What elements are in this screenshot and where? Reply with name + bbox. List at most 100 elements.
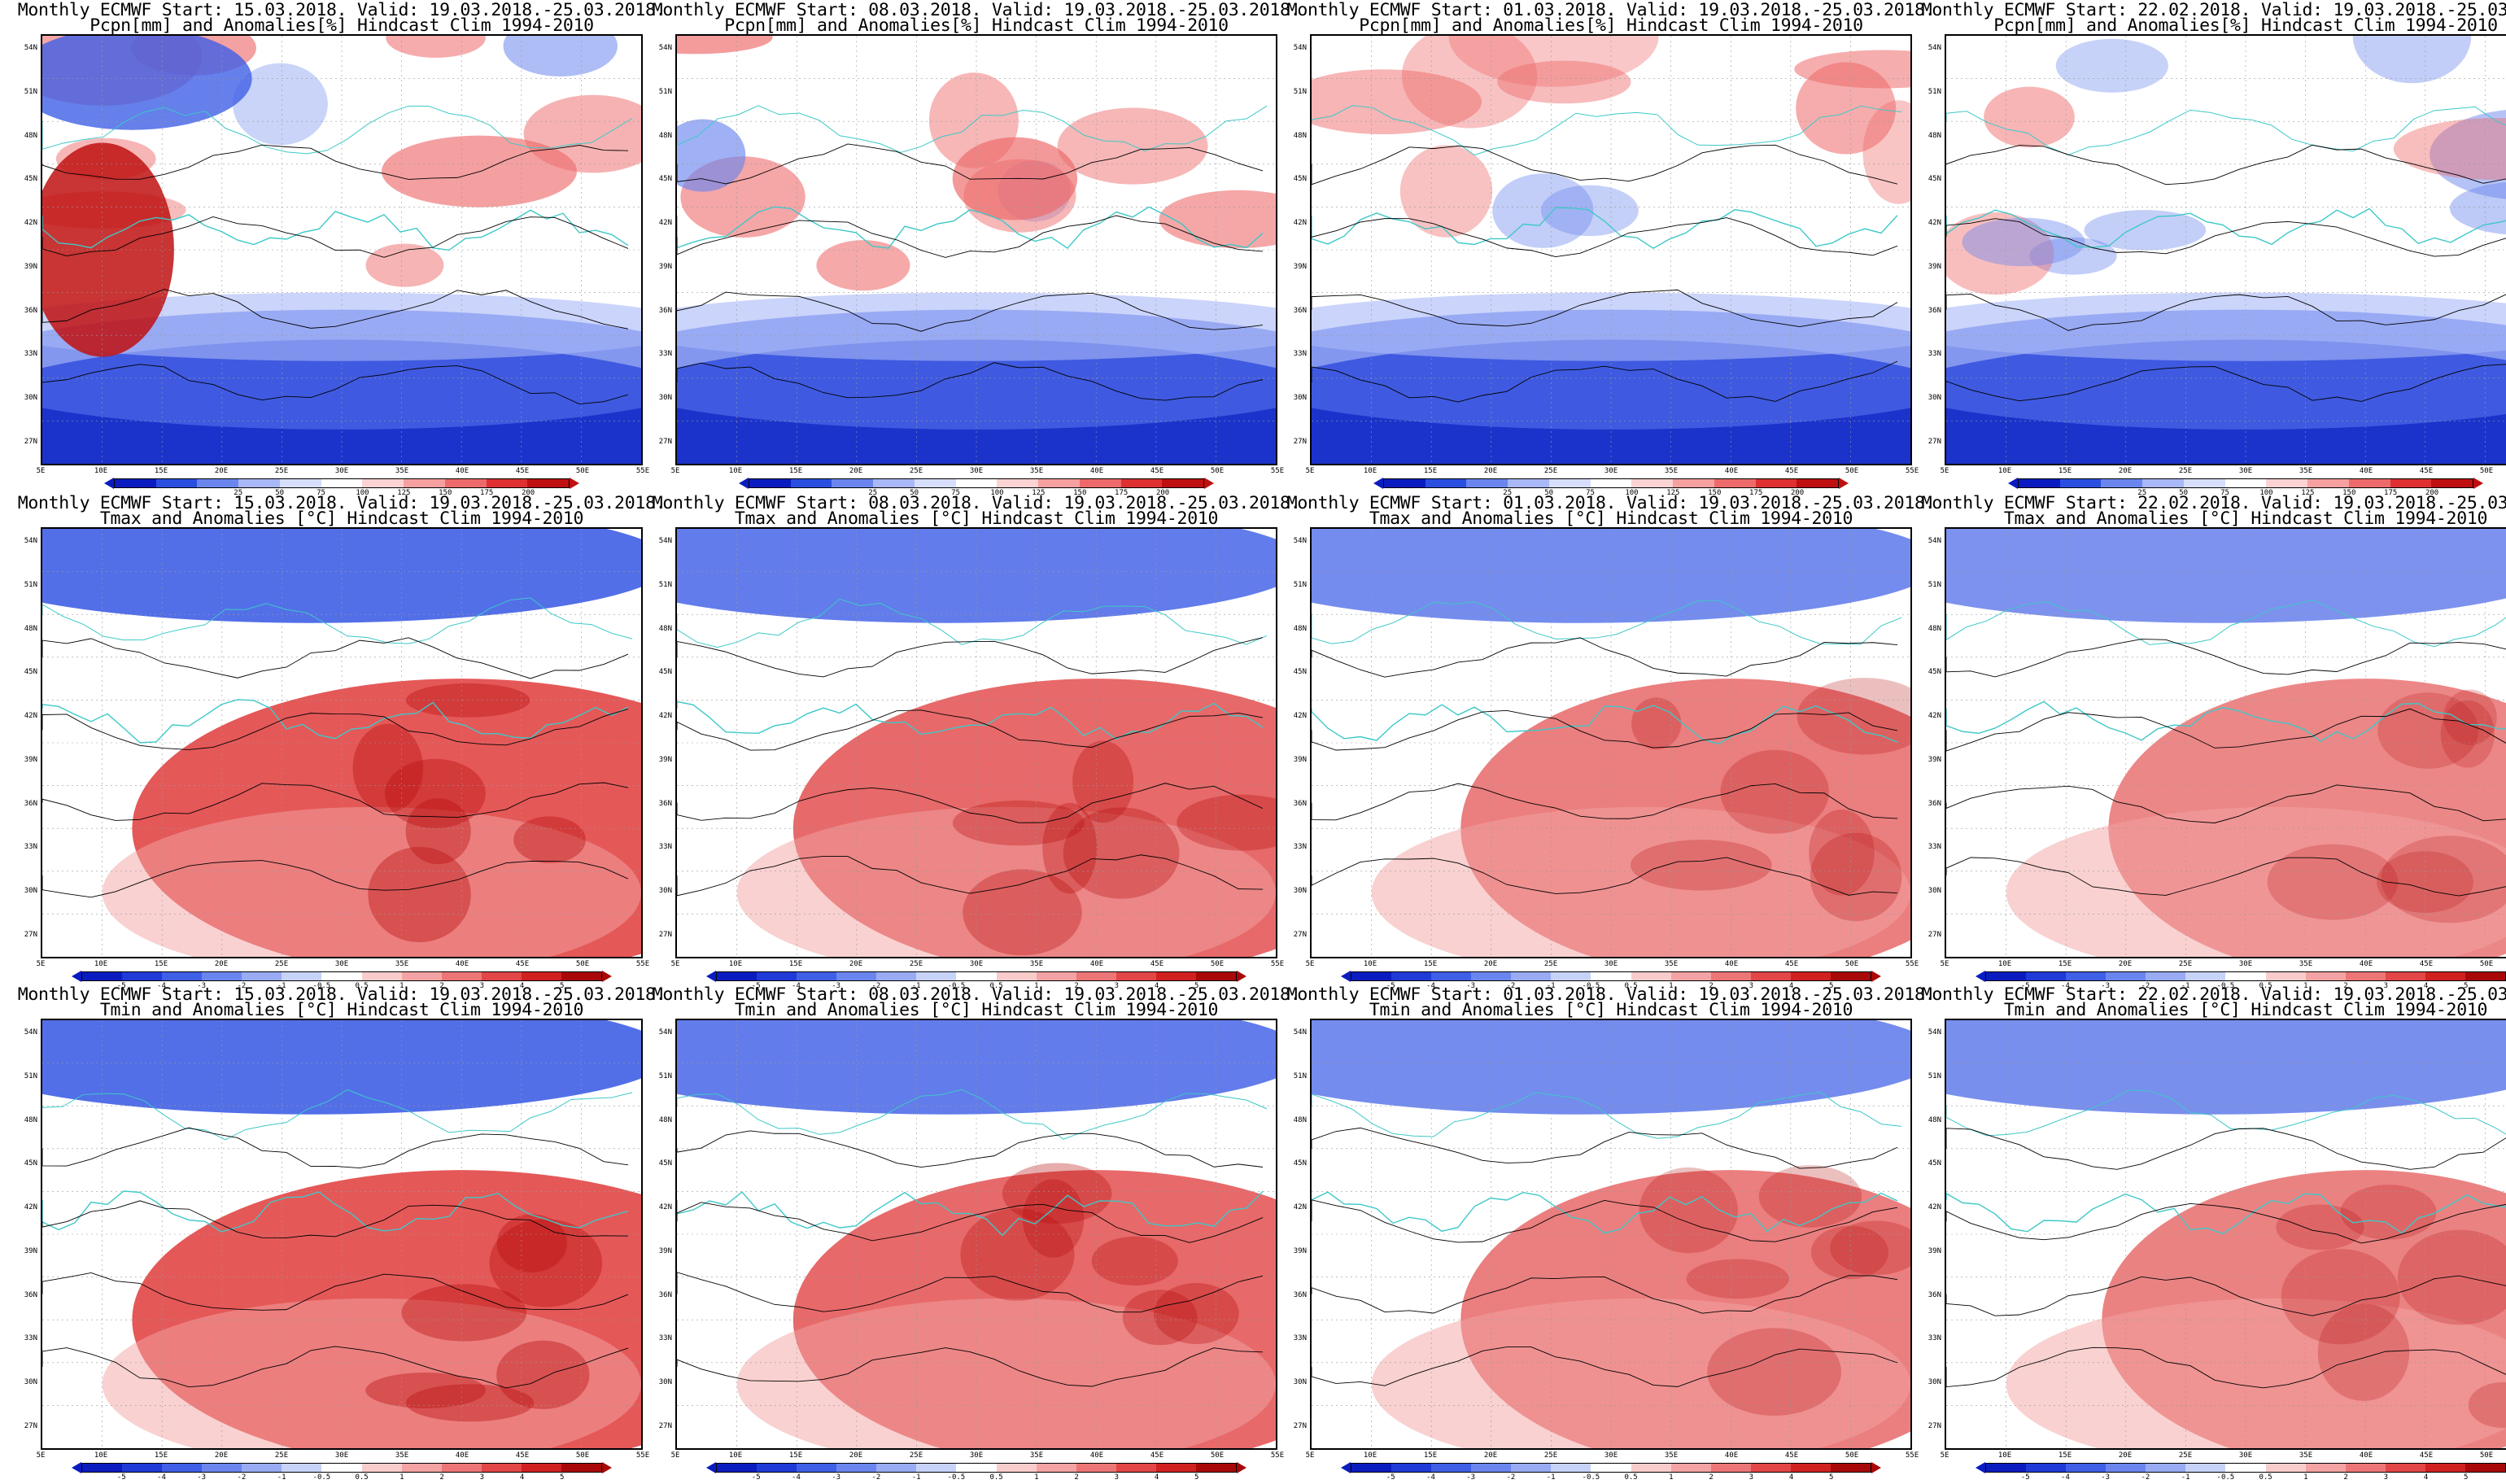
forecast-map[interactable] [41, 34, 643, 465]
colorbar-swatch [997, 479, 1039, 487]
latitude-label: 45N [1928, 175, 1941, 184]
latitude-label: 42N [658, 712, 672, 721]
contour-line [1312, 857, 1898, 896]
colorbar-tick-label: -0.5 [2216, 1473, 2235, 1482]
longitude-label: 20E [849, 1451, 863, 1460]
colorbar-swatch [2106, 972, 2146, 980]
contour-line [1312, 637, 1898, 678]
anomaly-field [677, 36, 1276, 464]
longitude-label: 20E [2118, 1451, 2133, 1460]
colorbar-tick-label: 5 [2464, 1473, 2469, 1482]
forecast-map[interactable] [1310, 34, 1912, 465]
colorbar-swatch [362, 479, 404, 487]
longitude-label: 15E [788, 960, 803, 968]
anomaly-area [1631, 697, 1682, 750]
anomaly-area [2006, 806, 2506, 957]
panel-subtitle: Tmin and Anomalies [°C] Hindcast Clim 19… [2003, 1000, 2488, 1020]
forecast-map[interactable] [1310, 1019, 1912, 1450]
colorbar-swatch [404, 479, 445, 487]
latitude-label: 45N [1928, 668, 1941, 677]
anomaly-area [1984, 86, 2075, 148]
colorbar-min-arrow [706, 1462, 716, 1473]
latitude-label: 36N [24, 1290, 37, 1299]
latitude-label: 39N [1928, 755, 1941, 764]
longitude-label: 45E [1150, 1451, 1164, 1460]
colorbar-swatch [1120, 479, 1163, 487]
latitude-label: 48N [1928, 131, 1941, 140]
anomaly-area [1720, 749, 1829, 834]
longitude-label: 50E [1845, 1451, 1859, 1460]
colorbar-tick-label: -3 [832, 982, 841, 990]
colorbar-swatch [1750, 1464, 1791, 1472]
longitude-label: 15E [788, 467, 803, 475]
anomaly-area [2449, 182, 2506, 235]
colorbar-tick-label: 3 [1749, 982, 1753, 990]
colorbar-tick-label: -2 [1506, 1473, 1516, 1482]
contour-line [42, 708, 629, 750]
anomaly-area [523, 94, 641, 173]
coastline [42, 209, 629, 251]
coastline [677, 1190, 1264, 1237]
latitude-label: 30N [1293, 887, 1307, 896]
latitude-label: 51N [658, 580, 672, 589]
latitude-label: 36N [658, 306, 672, 315]
forecast-map[interactable] [1945, 34, 2506, 465]
latitude-label: 27N [24, 437, 37, 446]
latitude-label: 45N [24, 1159, 37, 1168]
forecast-map[interactable] [41, 1019, 643, 1450]
anomaly-area [2397, 1229, 2506, 1325]
anomaly-area [677, 36, 773, 55]
colorbar-tick-label: 3 [2383, 982, 2388, 990]
longitude-label: 40E [1089, 960, 1104, 968]
latitude-label: 33N [658, 1334, 672, 1343]
latitude-label: 54N [24, 1028, 37, 1037]
colorbar-swatch [916, 972, 957, 980]
colorbar-swatch [1384, 479, 1425, 487]
anomaly-area [2340, 1185, 2437, 1240]
forecast-map[interactable] [675, 1019, 1277, 1450]
forecast-map[interactable] [1310, 527, 1912, 958]
forecast-map[interactable] [41, 527, 643, 958]
longitude-label: 25E [909, 1451, 923, 1460]
latitude-label: 33N [24, 350, 37, 359]
forecast-map[interactable] [1945, 527, 2506, 958]
longitude-label: 10E [1363, 960, 1377, 968]
forecast-panel: Monthly ECMWF Start: 22.02.2018. Valid: … [1920, 493, 2506, 990]
colorbar-swatch [757, 972, 797, 980]
forecast-map[interactable] [1945, 1019, 2506, 1450]
latitude-label: 48N [658, 1115, 672, 1124]
latitude-label: 30N [24, 394, 37, 403]
colorbar-swatch [955, 479, 998, 487]
colorbar-tick-label: -5 [1386, 1473, 1395, 1482]
latitude-label: 48N [1928, 624, 1941, 633]
panel-subtitle: Tmax and Anomalies [°C] Hindcast Clim 19… [734, 508, 1219, 529]
colorbar-tick-label: 2 [439, 1473, 444, 1482]
longitude-label: 35E [1664, 1451, 1679, 1460]
anomaly-area [365, 1373, 486, 1408]
anomaly-area [1399, 145, 1493, 238]
forecast-map[interactable] [675, 34, 1277, 465]
longitude-label: 50E [575, 1451, 590, 1460]
colorbar-swatch [873, 479, 915, 487]
colorbar-swatch [481, 972, 522, 980]
longitude-label: 5E [36, 467, 46, 475]
anomaly-area [1057, 107, 1208, 185]
anomaly-area [496, 1214, 567, 1272]
colorbar-tick-label: 4 [2423, 1473, 2429, 1482]
colorbar-min-arrow [104, 478, 114, 489]
colorbar-swatch [996, 972, 1037, 980]
colorbar-tick-label: 200 [1790, 489, 1805, 497]
contour-line [677, 291, 1264, 332]
colorbar-tick-label: 0.5 [989, 982, 1003, 990]
anomaly-area [816, 240, 910, 291]
longitude-label: 20E [849, 467, 863, 475]
latitude-label: 42N [658, 1203, 672, 1212]
colorbar-swatch [242, 1464, 282, 1472]
forecast-map[interactable] [675, 527, 1277, 958]
contour-line [1312, 144, 1898, 186]
anomaly-area [1630, 840, 1772, 891]
colorbar-max-arrow [602, 971, 612, 982]
colorbar-swatch [2265, 972, 2306, 980]
colorbar-swatch [1155, 972, 1196, 980]
longitude-label: 35E [395, 960, 409, 968]
